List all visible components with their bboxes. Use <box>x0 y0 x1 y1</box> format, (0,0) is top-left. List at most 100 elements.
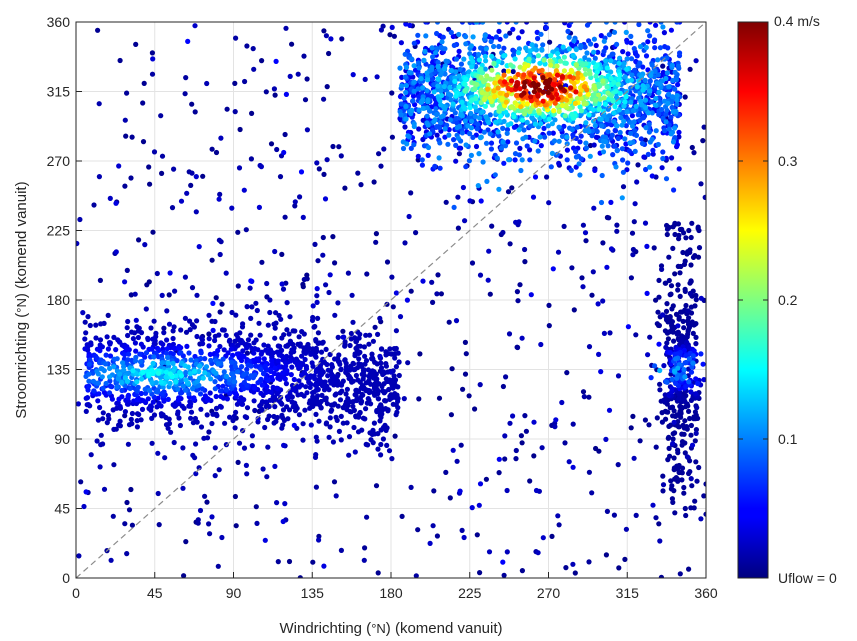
scatter-point <box>429 279 435 285</box>
scatter-point <box>406 213 412 220</box>
scatter-point <box>259 259 265 265</box>
scatter-point <box>365 396 371 402</box>
scatter-point <box>458 112 464 118</box>
scatter-point <box>653 297 659 303</box>
scatter-point <box>351 367 357 373</box>
scatter-point <box>301 276 307 283</box>
scatter-point <box>524 101 530 107</box>
scatter-point <box>672 368 678 374</box>
scatter-point <box>520 136 526 142</box>
scatter-point <box>674 93 680 99</box>
scatter-point <box>438 88 444 94</box>
scatter-point <box>321 171 327 177</box>
scatter-point <box>593 134 600 140</box>
scatter-point <box>313 411 319 417</box>
scatter-point <box>223 386 229 393</box>
scatter-point <box>336 428 342 434</box>
scatter-point <box>555 96 561 102</box>
scatter-point <box>590 269 596 275</box>
scatter-point <box>607 330 613 336</box>
scatter-point <box>129 410 135 417</box>
scatter-point <box>478 75 484 81</box>
scatter-point <box>313 484 319 490</box>
scatter-point <box>281 442 287 448</box>
scatter-point <box>319 392 325 398</box>
scatter-point <box>562 60 568 66</box>
scatter-point <box>313 452 319 458</box>
scatter-point <box>613 95 620 101</box>
scatter-point <box>432 163 438 169</box>
scatter-point <box>149 346 155 352</box>
scatter-point <box>172 401 179 408</box>
scatter-point <box>688 432 694 438</box>
scatter-point <box>535 148 541 154</box>
scatter-point <box>96 360 103 366</box>
scatter-point <box>261 370 267 376</box>
scatter-point <box>276 352 282 358</box>
scatter-point <box>619 146 626 152</box>
scatter-point <box>189 285 196 291</box>
scatter-point <box>583 120 589 126</box>
scatter-point <box>570 52 576 59</box>
scatter-point <box>536 108 542 114</box>
scatter-point <box>649 62 655 68</box>
scatter-point <box>300 421 306 427</box>
scatter-point <box>362 76 368 82</box>
scatter-point <box>315 330 321 336</box>
scatter-point <box>213 393 219 400</box>
scatter-point <box>653 444 659 450</box>
scatter-point <box>198 406 204 412</box>
scatter-point <box>139 406 146 412</box>
scatter-point <box>187 375 193 381</box>
scatter-point <box>670 245 676 251</box>
scatter-point <box>477 481 484 487</box>
scatter-point <box>297 194 303 200</box>
scatter-point <box>96 101 102 107</box>
scatter-point <box>193 209 199 215</box>
scatter-point <box>223 373 229 379</box>
scatter-point <box>668 27 675 33</box>
scatter-point <box>491 43 497 50</box>
scatter-point <box>90 378 97 384</box>
scatter-point <box>660 473 666 479</box>
scatter-point <box>458 442 464 448</box>
scatter-point <box>351 407 357 413</box>
scatter-point <box>512 56 518 62</box>
scatter-point <box>409 56 415 62</box>
scatter-point <box>141 80 147 86</box>
scatter-point <box>672 413 678 419</box>
scatter-point <box>692 498 698 504</box>
scatter-point <box>405 360 411 366</box>
scatter-point <box>622 22 628 25</box>
scatter-point <box>167 270 173 276</box>
scatter-point <box>474 81 480 88</box>
scatter-point <box>175 386 181 392</box>
scatter-point <box>413 230 419 236</box>
scatter-point <box>195 517 201 523</box>
scatter-point <box>212 379 218 385</box>
scatter-point <box>236 398 242 404</box>
scatter-point <box>563 565 569 571</box>
scatter-point <box>596 448 602 454</box>
scatter-point <box>493 34 499 40</box>
scatter-point <box>684 339 690 345</box>
scatter-point <box>665 319 671 325</box>
scatter-point <box>416 396 422 402</box>
scatter-point <box>271 321 277 327</box>
scatter-point <box>289 41 295 47</box>
scatter-point <box>143 350 150 356</box>
scatter-point <box>204 412 210 418</box>
scatter-point <box>265 322 271 328</box>
scatter-point <box>586 57 592 63</box>
scatter-point <box>521 84 527 90</box>
scatter-point <box>552 424 558 430</box>
scatter-point <box>676 134 682 140</box>
scatter-point <box>632 201 638 207</box>
scatter-point <box>255 416 261 422</box>
scatter-point <box>325 373 331 379</box>
scatter-point <box>196 382 202 388</box>
scatter-point <box>655 57 661 63</box>
scatter-point <box>306 380 312 386</box>
scatter-point <box>677 408 683 414</box>
scatter-point <box>188 182 194 188</box>
